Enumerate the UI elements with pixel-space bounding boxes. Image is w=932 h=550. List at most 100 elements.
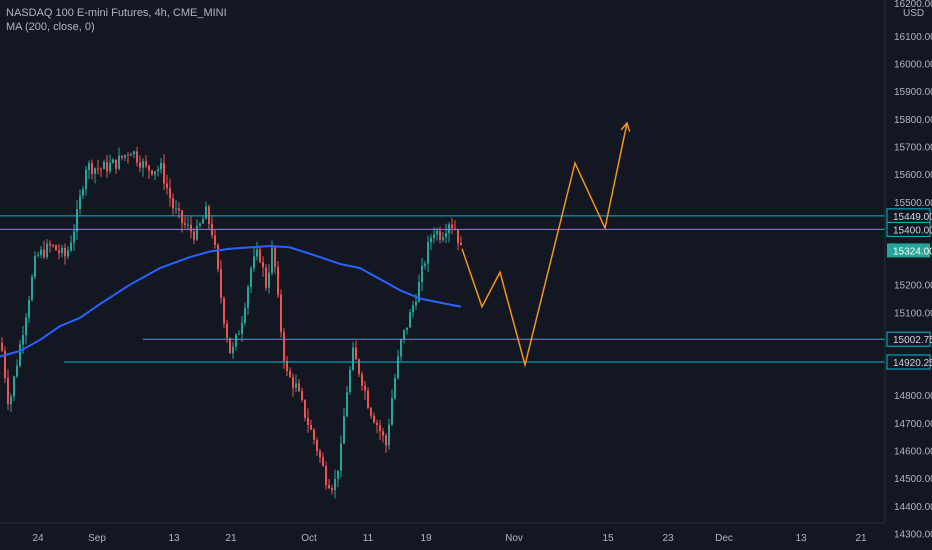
candle-body [250, 268, 252, 287]
candle-body [415, 301, 417, 306]
candle-body [196, 225, 198, 240]
level-tag-label: 15449.00 [893, 212, 932, 223]
candle-body [166, 183, 168, 188]
candle-body [88, 163, 90, 170]
candle-body [124, 154, 126, 158]
candle-body [295, 383, 297, 388]
candle-body [334, 478, 336, 491]
candle-body [391, 398, 393, 425]
candle-body [184, 223, 186, 225]
candle-body [307, 417, 309, 425]
candle-body [130, 154, 132, 156]
candle-body [253, 256, 255, 269]
candle-body [367, 390, 369, 409]
candle-body [280, 294, 282, 332]
candle-body [322, 457, 324, 466]
candle-body [325, 465, 327, 486]
time-axis[interactable]: 24 Sep 13 21 Oct 11 19 Nov 15 23 Dec 13 21 [0, 522, 885, 544]
candle-body [241, 322, 243, 334]
candle-body [451, 224, 453, 229]
indicator-label[interactable]: MA (200, close, 0) [6, 21, 95, 33]
candle-body [373, 415, 375, 423]
candle-body [283, 331, 285, 361]
candle-body [223, 297, 225, 324]
candle-body [304, 399, 306, 418]
candle-body [259, 249, 261, 262]
candle-body [205, 206, 207, 220]
level-tag [886, 221, 931, 237]
candle-body [79, 195, 81, 210]
candle-body [163, 162, 165, 184]
price-tick-label: 16000.00 [894, 60, 932, 71]
candle-body [61, 247, 63, 254]
candle-body [145, 161, 147, 166]
candle-body [442, 237, 444, 240]
candle-body [169, 187, 171, 199]
price-tick-label: 14800.00 [894, 391, 932, 402]
candle-body [22, 335, 24, 345]
candle-body [376, 422, 378, 426]
candle-body [226, 323, 228, 338]
candle-body [25, 317, 27, 336]
candle-body [67, 250, 69, 257]
price-tick-label: 16100.00 [894, 32, 932, 43]
price-tick-label: 15900.00 [894, 87, 932, 98]
candlesticks [1, 146, 462, 499]
candle-body [175, 208, 177, 210]
price-tick-label: 14400.00 [894, 502, 932, 513]
candle-body [235, 334, 237, 347]
candle-body [109, 163, 111, 172]
candle-body [142, 161, 144, 168]
candle-body [274, 247, 276, 267]
candle-body [136, 151, 138, 163]
price-tick-label-top: 16200.00 [894, 0, 932, 10]
level-tag [886, 354, 931, 370]
candle-body [139, 162, 141, 168]
candle-body [217, 244, 219, 270]
candle-body [232, 346, 234, 354]
candle-body [187, 224, 189, 226]
candle-body [331, 488, 333, 491]
candle-body [448, 224, 450, 234]
candle-body [382, 431, 384, 436]
symbol-title[interactable]: NASDAQ 100 E-mini Futures, 4h, CME_MINI [6, 7, 227, 19]
price-tick-label: 14300.00 [894, 529, 932, 540]
candle-body [268, 272, 270, 288]
candle-body [64, 247, 66, 257]
price-tick-label: 15700.00 [894, 142, 932, 153]
projection-arrowhead [620, 121, 631, 132]
candle-body [193, 231, 195, 240]
level-tag-label: 15002.75 [893, 335, 932, 346]
candle-body [400, 339, 402, 357]
candle-body [190, 224, 192, 232]
candle-body [355, 347, 357, 360]
candle-body [121, 155, 123, 158]
candle-body [394, 378, 396, 399]
candle-body [58, 250, 60, 254]
candle-body [94, 168, 96, 174]
candle-body [265, 267, 267, 288]
candle-body [316, 439, 318, 451]
time-tick-label: 24 [32, 533, 44, 544]
candle-body [277, 266, 279, 295]
candle-body [7, 378, 9, 405]
level-tag-label: 14920.25 [893, 358, 932, 369]
candle-body [148, 165, 150, 171]
candle-body [256, 249, 258, 257]
ma-line [0, 244, 462, 358]
price-axis[interactable]: 14300.00 14400.00 14500.00 14600.00 14700.00… [884, 0, 932, 540]
candle-body [370, 408, 372, 416]
time-tick-label: Sep [88, 533, 106, 544]
candle-body [160, 162, 162, 170]
candle-body [343, 416, 345, 444]
candle-body [271, 247, 273, 273]
time-tick-label: 23 [662, 533, 674, 544]
candle-body [337, 470, 339, 479]
last-price-label: 15324.00 [893, 246, 932, 257]
candle-body [445, 233, 447, 238]
candle-body [106, 162, 108, 172]
projection-path [461, 121, 631, 368]
candle-body [364, 385, 366, 391]
time-tick-label: Oct [301, 533, 317, 544]
